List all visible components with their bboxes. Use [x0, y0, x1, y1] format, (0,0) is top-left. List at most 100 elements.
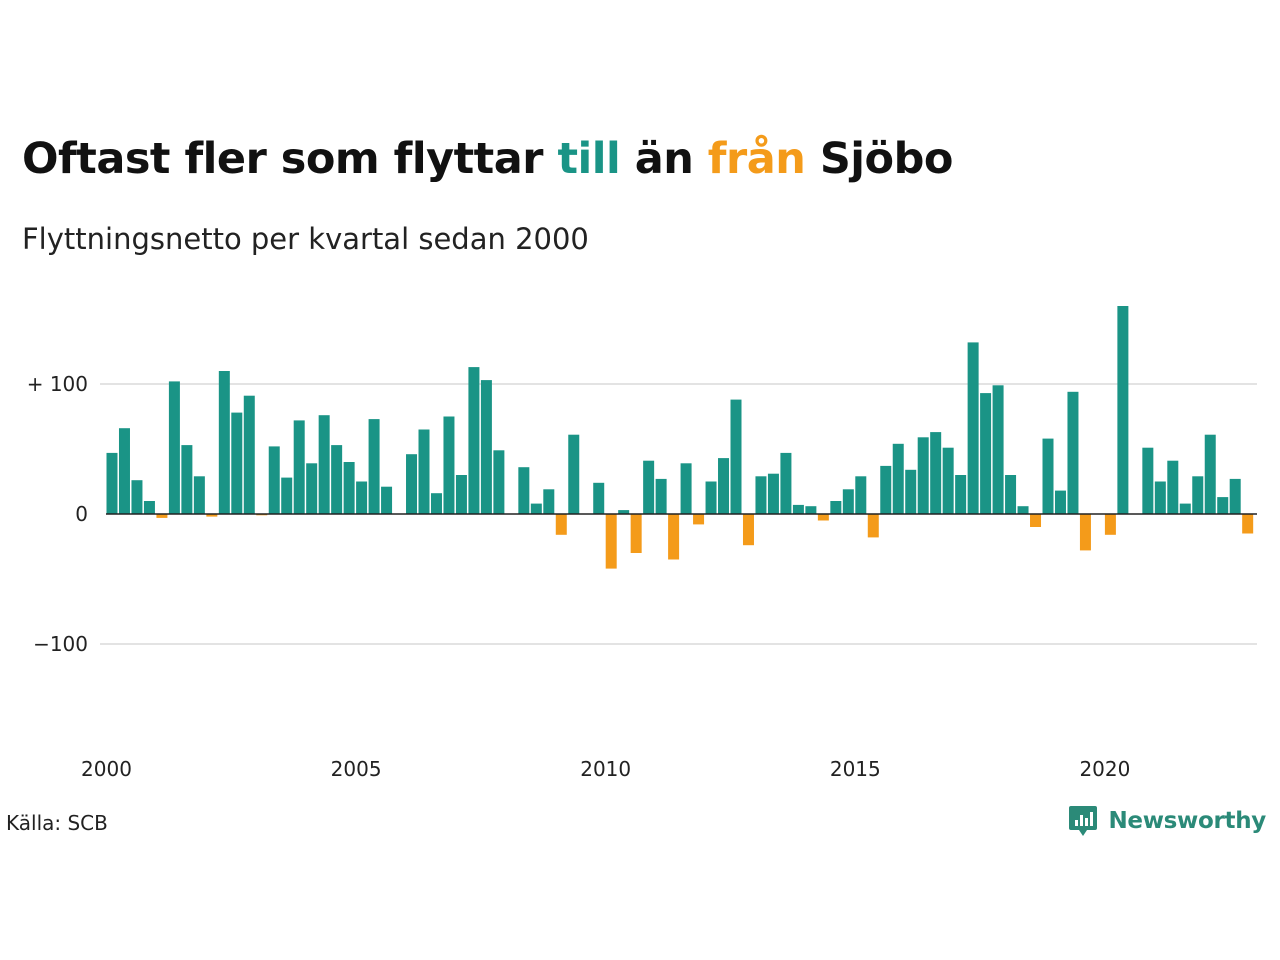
x-tick-label: 2000: [81, 757, 132, 781]
bar: [543, 489, 555, 514]
bar: [705, 481, 717, 514]
bar: [568, 434, 580, 514]
bar: [842, 489, 854, 514]
bar: [1217, 497, 1229, 514]
bar: [655, 478, 667, 514]
bar: [318, 415, 330, 514]
bar: [118, 428, 130, 514]
bar: [106, 452, 118, 514]
bar: [792, 504, 804, 514]
bar: [618, 510, 630, 514]
bar: [131, 480, 143, 514]
bar: [942, 447, 954, 514]
bar: [1179, 503, 1191, 514]
bar: [1005, 475, 1017, 514]
bar: [1117, 306, 1129, 514]
bar: [917, 437, 929, 514]
bar: [855, 476, 867, 514]
bar: [418, 429, 430, 514]
bar: [1142, 447, 1154, 514]
bar: [967, 342, 979, 514]
bar: [880, 465, 892, 514]
brand-name: Newsworthy: [1108, 808, 1266, 834]
bar: [406, 454, 418, 514]
bar: [193, 476, 205, 514]
bar: [518, 467, 530, 514]
bar: [443, 416, 455, 514]
bar: [1067, 391, 1079, 514]
axes: + 100 0 −100 2000 2005 2010 2015 2020: [27, 372, 1257, 781]
x-tick-label: 2020: [1079, 757, 1130, 781]
bar: [955, 475, 967, 514]
bar: [231, 412, 243, 514]
bar: [243, 395, 255, 514]
bar: [1192, 476, 1204, 514]
bar: [830, 501, 842, 514]
bar: [168, 381, 180, 514]
bar: [817, 514, 829, 521]
bar: [281, 477, 293, 514]
bar: [368, 419, 380, 514]
bar: [730, 399, 742, 514]
newsworthy-logo-icon: [1069, 806, 1098, 836]
bar: [680, 463, 692, 514]
bar: [156, 514, 168, 518]
bar: [468, 367, 480, 514]
x-tick-label: 2015: [830, 757, 881, 781]
bar: [643, 460, 655, 514]
bar: [630, 514, 642, 553]
bar: [206, 514, 218, 517]
bar-chart: + 100 0 −100 2000 2005 2010 2015 2020: [27, 306, 1257, 781]
brand-logo: Newsworthy: [1068, 804, 1266, 838]
bar: [1017, 506, 1029, 514]
y-tick-label: −100: [33, 632, 88, 656]
bar: [605, 514, 617, 569]
bar: [555, 514, 567, 535]
bar: [693, 514, 705, 525]
bar: [1054, 490, 1066, 514]
bar: [1229, 478, 1241, 514]
title-part-5: Sjöbo: [805, 134, 954, 184]
bar: [293, 420, 305, 514]
bar: [480, 380, 492, 514]
bar: [892, 443, 904, 514]
bar: [1042, 438, 1054, 514]
bar: [1167, 460, 1179, 514]
bar: [455, 475, 467, 514]
bars: [106, 306, 1254, 569]
bar: [306, 463, 318, 514]
bar: [1079, 514, 1091, 551]
bar: [381, 486, 393, 514]
y-tick-label: + 100: [27, 372, 88, 396]
bar: [992, 385, 1004, 514]
bar: [530, 503, 542, 514]
bar: [780, 452, 792, 514]
bar: [218, 371, 230, 514]
bar: [755, 476, 767, 514]
bar: [1242, 514, 1254, 534]
bar: [905, 469, 917, 514]
bar: [268, 446, 280, 514]
bar: [718, 458, 730, 514]
bar: [331, 445, 343, 514]
title-part-3: än: [620, 134, 708, 184]
source-note: Källa: SCB: [6, 811, 108, 835]
bar: [343, 462, 355, 514]
bar: [1030, 514, 1042, 527]
x-tick-label: 2005: [331, 757, 382, 781]
bar: [1204, 434, 1216, 514]
title-part-1: Oftast fler som flyttar: [22, 134, 558, 184]
bar: [1104, 514, 1116, 535]
bar: [143, 501, 155, 514]
x-tick-label: 2010: [580, 757, 631, 781]
bar: [742, 514, 754, 546]
bar: [767, 473, 779, 514]
bar: [1154, 481, 1166, 514]
bar: [867, 514, 879, 538]
title-highlight-fran: från: [707, 134, 806, 184]
chart-title: Oftast fler som flyttar till än från Sjö…: [22, 134, 953, 184]
chart-subtitle: Flyttningsnetto per kvartal sedan 2000: [22, 222, 589, 256]
bar: [930, 432, 942, 514]
bar: [181, 445, 193, 514]
bar: [668, 514, 680, 560]
